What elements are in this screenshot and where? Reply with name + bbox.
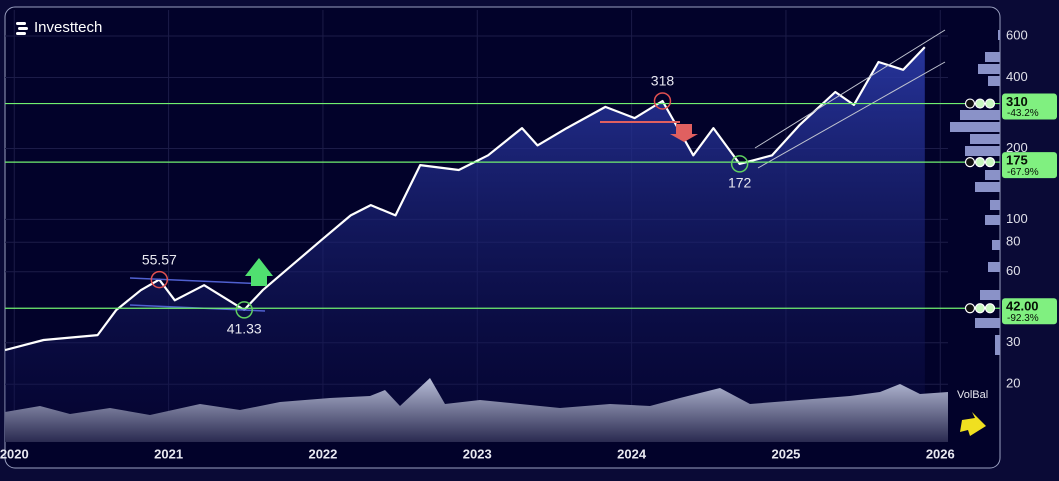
price-area xyxy=(5,47,925,440)
y-tick-label: 30 xyxy=(1006,334,1020,349)
trend-line xyxy=(757,61,946,169)
level-box xyxy=(1002,298,1057,325)
level-dot xyxy=(964,157,976,168)
annotation-label: 55.57 xyxy=(142,251,177,267)
x-tick-label: 2026 xyxy=(926,446,955,461)
x-tick-label: 2024 xyxy=(617,446,647,461)
y-tick-label: 600 xyxy=(1006,27,1028,42)
level-dot xyxy=(984,303,996,314)
sell-arrow xyxy=(670,124,698,142)
annotation-label: 172 xyxy=(728,175,752,191)
y-tick-label: 200 xyxy=(1006,140,1028,155)
annotation-marker xyxy=(730,155,749,173)
buy-arrow xyxy=(245,258,273,286)
y-tick-label: 100 xyxy=(1006,211,1028,226)
x-tick-label: 2021 xyxy=(154,446,183,461)
annotation-marker xyxy=(150,270,169,289)
volbal-arrow xyxy=(960,412,986,436)
level-box xyxy=(1002,93,1057,120)
level-dot xyxy=(964,303,976,314)
level-label: 42.00 xyxy=(1006,299,1039,314)
level-label: 310 xyxy=(1006,94,1028,109)
level-label: 175 xyxy=(1006,153,1028,168)
y-tick-label: 60 xyxy=(1006,263,1020,278)
volume-area xyxy=(5,378,948,442)
level-box xyxy=(1002,152,1057,179)
x-tick-label: 2020 xyxy=(0,446,29,461)
annotation-label: 41.33 xyxy=(227,321,262,337)
level-dot xyxy=(974,303,986,314)
x-tick-label: 2022 xyxy=(308,446,337,461)
price-histogram xyxy=(950,30,1000,355)
logo xyxy=(16,22,28,35)
annotation-marker xyxy=(653,92,672,110)
y-tick-label: 400 xyxy=(1006,69,1028,84)
x-tick-label: 2023 xyxy=(463,446,492,461)
level-change: -67.9% xyxy=(1007,167,1039,178)
indicator-label: VolBal xyxy=(957,389,988,401)
level-change: -92.3% xyxy=(1007,313,1039,324)
logo-text: Investtech xyxy=(34,19,102,36)
level-dot xyxy=(964,98,976,109)
x-tick-label: 2025 xyxy=(771,446,800,461)
level-dot xyxy=(974,98,986,109)
price-line xyxy=(5,46,926,352)
annotation-label: 318 xyxy=(651,73,675,89)
level-dot xyxy=(974,157,986,168)
level-dot xyxy=(984,157,996,168)
annotation-marker xyxy=(235,301,253,319)
y-tick-label: 20 xyxy=(1006,376,1020,391)
level-change: -43.2% xyxy=(1007,108,1039,119)
trend-line xyxy=(754,29,946,149)
level-dot xyxy=(984,98,996,109)
trend-line xyxy=(129,277,266,285)
y-tick-label: 80 xyxy=(1006,234,1020,249)
